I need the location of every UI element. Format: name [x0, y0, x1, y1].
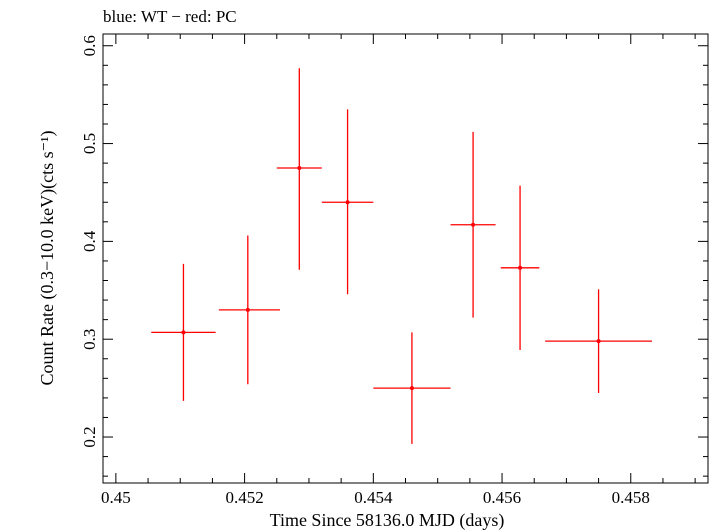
chart-title: blue: WT − red: PC [103, 7, 237, 26]
x-axis-label: Time Since 58136.0 MJD (days) [270, 510, 505, 531]
data-marker [297, 166, 302, 171]
data-marker [518, 265, 523, 270]
data-marker [596, 339, 601, 344]
y-tick-label: 0.5 [80, 133, 99, 154]
y-axis-label: Count Rate (0.3−10.0 keV)(cts s⁻¹) [37, 130, 58, 385]
data-point [218, 235, 280, 385]
data-point [151, 263, 216, 401]
data-points [151, 68, 653, 444]
data-point [500, 185, 540, 350]
data-point [276, 68, 322, 270]
y-tick-label: 0.2 [80, 426, 99, 447]
y-tick-label: 0.4 [80, 230, 99, 252]
data-marker [245, 307, 250, 312]
x-tick-label: 0.45 [101, 488, 131, 507]
plot-frame [102, 33, 709, 484]
x-tick-label: 0.454 [354, 488, 393, 507]
data-marker [471, 222, 476, 227]
axis-tick-labels: 0.45 0.452 0.454 0.456 0.458 0.2 0.3 0.4 0.5 0.6 [80, 35, 650, 507]
data-point [321, 109, 374, 295]
data-marker [181, 330, 186, 335]
x-tick-label: 0.458 [612, 488, 650, 507]
data-point [450, 131, 496, 318]
y-tick-label: 0.6 [80, 35, 99, 56]
data-marker [345, 200, 350, 205]
x-tick-label: 0.452 [225, 488, 263, 507]
y-tick-label: 0.3 [80, 329, 99, 350]
x-tick-label: 0.456 [483, 488, 521, 507]
data-point [373, 332, 451, 444]
data-point [545, 289, 653, 394]
data-marker [409, 386, 414, 391]
axis-ticks [103, 34, 708, 483]
